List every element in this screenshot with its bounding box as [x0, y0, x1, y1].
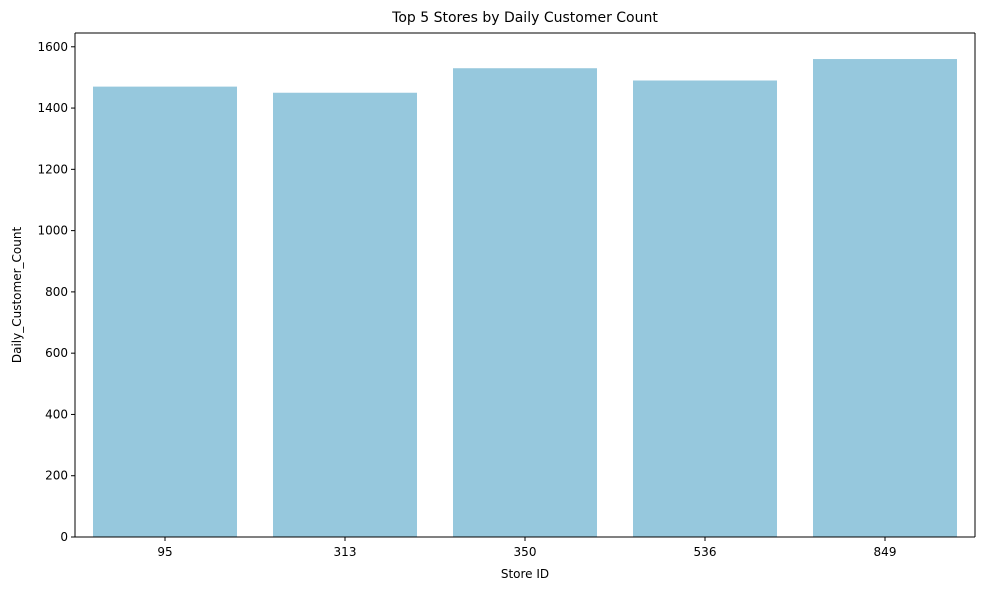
- y-tick-label: 1000: [37, 224, 68, 238]
- y-tick-label: 800: [45, 285, 68, 299]
- x-tick-label: 95: [157, 545, 172, 559]
- y-tick-label: 1600: [37, 40, 68, 54]
- bar-store-313: [273, 92, 417, 538]
- y-tick-label: 200: [45, 469, 68, 483]
- y-tick-label: 0: [60, 530, 68, 544]
- y-tick-label: 600: [45, 346, 68, 360]
- axes-layer: [74, 32, 976, 538]
- bar-store-95: [93, 86, 237, 538]
- x-tick-label: 536: [694, 545, 717, 559]
- bar-store-536: [633, 80, 777, 538]
- y-tick-label: 1400: [37, 101, 68, 115]
- x-tick-label: 350: [514, 545, 537, 559]
- y-tick-label: 400: [45, 407, 68, 421]
- x-tick-label: 849: [874, 545, 897, 559]
- bars-layer: [93, 59, 957, 538]
- bar-store-849: [813, 59, 957, 537]
- y-tick-label: 1200: [37, 162, 68, 176]
- bar-store-350: [453, 68, 597, 537]
- x-axis-ticks: 95 313 350 536 849: [157, 537, 896, 559]
- y-axis-label: Daily_Customer_Count: [10, 227, 24, 364]
- chart-title: Top 5 Stores by Daily Customer Count: [391, 10, 658, 26]
- x-axis-label: Store ID: [501, 567, 549, 581]
- y-axis-ticks: 0 200 400 600 800 1000 1200 1400 1600: [37, 40, 75, 544]
- x-tick-label: 313: [334, 545, 357, 559]
